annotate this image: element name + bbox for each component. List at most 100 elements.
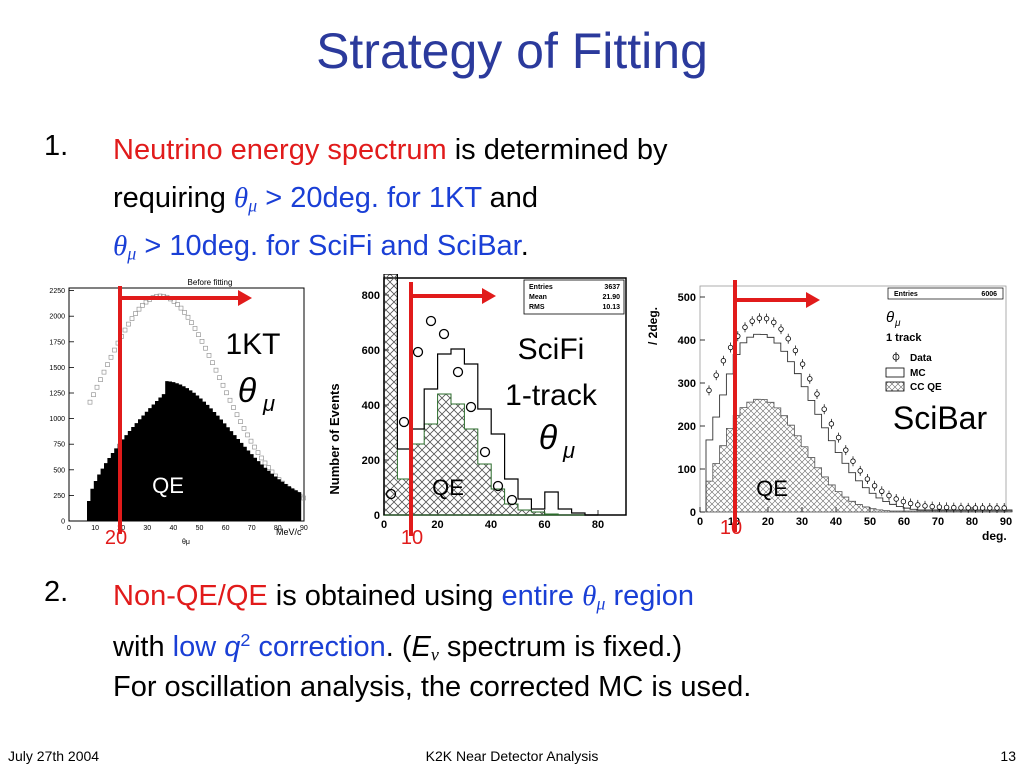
mc-point — [129, 316, 135, 321]
cut-label-scibar: 10 — [720, 517, 742, 539]
qe-label-scifi: QE — [432, 475, 464, 500]
footer-page-number: 13 — [1000, 748, 1016, 764]
cut-label-scifi: 10 — [401, 527, 423, 548]
data-point — [814, 391, 820, 397]
y-tick-label: 400 — [362, 400, 380, 412]
stats-key: Entries — [529, 284, 553, 291]
x-tick-label: 60 — [222, 525, 230, 532]
plot-1kt-qe-histogram — [87, 381, 302, 521]
q-symbol: q — [224, 630, 241, 663]
mc-point — [206, 353, 212, 358]
y-tick-label: 2000 — [49, 314, 65, 321]
data-point — [979, 505, 986, 511]
theta-symbol: θ — [238, 372, 257, 410]
data-point — [843, 447, 849, 453]
mc-point — [199, 339, 205, 344]
plot-1kt-y-ticks: 0 250 500 750 1000 1250 1500 1750 2000 2250 — [49, 288, 74, 525]
data-point — [398, 416, 410, 428]
mc-point — [227, 397, 233, 403]
x-tick-label: 0 — [381, 519, 387, 531]
y-tick-label: 500 — [678, 292, 696, 304]
y-tick-label: 500 — [53, 467, 65, 474]
energy-symbol: E — [411, 630, 431, 663]
item1-period: . — [520, 230, 529, 262]
item2-spectrum-fixed: spectrum is fixed.) — [438, 630, 683, 663]
footer-title: K2K Near Detector Analysis — [425, 748, 599, 764]
x-tick-label: 0 — [697, 516, 703, 528]
data-point — [492, 480, 504, 492]
mu-symbol: μ — [596, 593, 606, 614]
x-tick-label: 90 — [300, 525, 308, 532]
data-point — [438, 328, 450, 340]
x-tick-label: 80 — [274, 525, 282, 532]
x-tick-label: 20 — [762, 516, 774, 528]
mu-symbol: μ — [248, 195, 258, 216]
arrow-head-scifi — [482, 288, 496, 304]
legend-item: MC — [910, 368, 926, 379]
x-tick-label: 40 — [485, 519, 497, 531]
mc-point — [241, 426, 247, 431]
y-tick-label: 0 — [374, 510, 380, 522]
data-point — [922, 503, 928, 509]
data-point — [886, 492, 892, 499]
legend-title: 1 track — [886, 332, 922, 344]
legend-item: Data — [910, 353, 932, 364]
x-tick-label: 0 — [67, 525, 71, 532]
item2-entire: entire — [501, 580, 583, 612]
mc-point — [259, 455, 264, 461]
item2-correction: correction — [250, 630, 386, 663]
data-point — [727, 344, 734, 351]
item1-number: 1. — [44, 130, 69, 162]
data-point — [771, 319, 777, 326]
qe-label-1kt: QE — [152, 473, 184, 498]
y-tick-label: 100 — [678, 464, 696, 476]
mc-point — [231, 405, 236, 410]
data-point — [756, 315, 763, 321]
mu-symbol: μ — [127, 243, 137, 264]
data-point — [1001, 505, 1007, 511]
data-point — [965, 505, 971, 511]
data-point — [425, 315, 437, 327]
data-point — [907, 500, 914, 507]
arrow-head-scibar — [806, 292, 820, 308]
scifi-y-axis-label: Number of Events — [327, 383, 342, 494]
item1-highlight: Neutrino energy spectrum — [113, 134, 447, 166]
data-point — [958, 505, 964, 511]
slide-title: Strategy of Fitting — [316, 23, 708, 79]
stats-value: 10.13 — [602, 304, 620, 311]
data-point — [936, 504, 943, 510]
plot-scibar-mc-histogram — [705, 333, 1013, 512]
mc-point — [301, 495, 306, 501]
x-tick-label: 40 — [830, 516, 842, 528]
label-scifi: SciFi — [518, 333, 585, 366]
legend-mc-swatch — [885, 367, 905, 378]
data-point — [749, 318, 755, 324]
item1-requiring: requiring — [113, 182, 234, 214]
item2-number: 2. — [44, 576, 69, 608]
y-tick-label: 1000 — [49, 416, 65, 423]
y-tick-label: 200 — [678, 421, 696, 433]
scibar-y-axis-label: / 2deg. — [646, 307, 660, 345]
y-tick-label: 800 — [362, 290, 380, 302]
data-point — [792, 347, 799, 354]
x-tick-label: 50 — [196, 525, 204, 532]
item2-line3: For oscillation analysis, the corrected … — [113, 671, 752, 703]
y-tick-label: 1250 — [49, 390, 65, 397]
data-point — [864, 476, 871, 482]
legend-item: CC QE — [910, 382, 942, 393]
scibar-stats-box: Entries 6006 — [887, 287, 1004, 300]
data-point — [850, 458, 856, 464]
stats-key: RMS — [529, 304, 545, 311]
scibar-x-unit: deg. — [982, 529, 1007, 543]
mu-symbol: μ — [562, 438, 575, 463]
label-1kt: 1KT — [225, 328, 280, 361]
data-point — [943, 504, 950, 511]
mc-point — [108, 354, 114, 360]
item2-paren: . ( — [385, 630, 412, 663]
mc-point — [210, 360, 215, 365]
mc-point — [213, 367, 219, 373]
mc-point — [255, 450, 261, 455]
mc-point — [133, 311, 138, 316]
theta-symbol: θ — [233, 182, 249, 214]
mc-point — [196, 332, 201, 338]
